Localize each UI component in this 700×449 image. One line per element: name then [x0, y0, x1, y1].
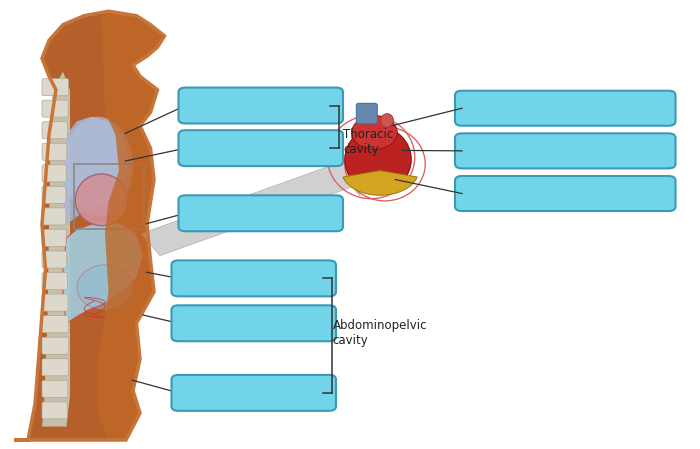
Ellipse shape — [63, 117, 133, 216]
FancyBboxPatch shape — [42, 165, 66, 182]
FancyBboxPatch shape — [178, 88, 343, 123]
Polygon shape — [98, 11, 164, 440]
Polygon shape — [42, 72, 70, 427]
FancyBboxPatch shape — [42, 208, 66, 225]
Ellipse shape — [351, 116, 398, 149]
FancyBboxPatch shape — [42, 143, 66, 160]
FancyBboxPatch shape — [455, 91, 676, 126]
FancyBboxPatch shape — [172, 260, 336, 296]
Polygon shape — [63, 117, 130, 224]
Ellipse shape — [76, 174, 127, 225]
Ellipse shape — [77, 265, 133, 310]
FancyBboxPatch shape — [42, 316, 69, 333]
Text: Abdominopelvic
cavity: Abdominopelvic cavity — [332, 319, 427, 347]
FancyBboxPatch shape — [356, 103, 377, 124]
FancyBboxPatch shape — [42, 100, 68, 117]
Text: Thoracic
cavity: Thoracic cavity — [343, 128, 393, 156]
FancyBboxPatch shape — [455, 176, 676, 211]
FancyBboxPatch shape — [42, 273, 67, 290]
Wedge shape — [343, 171, 417, 195]
FancyBboxPatch shape — [42, 294, 68, 311]
FancyBboxPatch shape — [455, 133, 676, 168]
FancyBboxPatch shape — [42, 186, 66, 203]
FancyBboxPatch shape — [172, 375, 336, 411]
FancyBboxPatch shape — [42, 251, 66, 268]
FancyBboxPatch shape — [178, 195, 343, 231]
FancyBboxPatch shape — [42, 229, 66, 247]
FancyBboxPatch shape — [178, 130, 343, 166]
FancyBboxPatch shape — [42, 359, 69, 376]
FancyBboxPatch shape — [42, 380, 68, 397]
FancyBboxPatch shape — [42, 122, 67, 139]
Polygon shape — [14, 11, 164, 440]
FancyBboxPatch shape — [172, 305, 336, 341]
FancyBboxPatch shape — [42, 337, 69, 354]
Polygon shape — [141, 155, 360, 255]
FancyBboxPatch shape — [42, 402, 67, 419]
Ellipse shape — [381, 114, 393, 127]
Ellipse shape — [344, 127, 412, 192]
Polygon shape — [63, 220, 144, 323]
FancyBboxPatch shape — [42, 79, 69, 96]
